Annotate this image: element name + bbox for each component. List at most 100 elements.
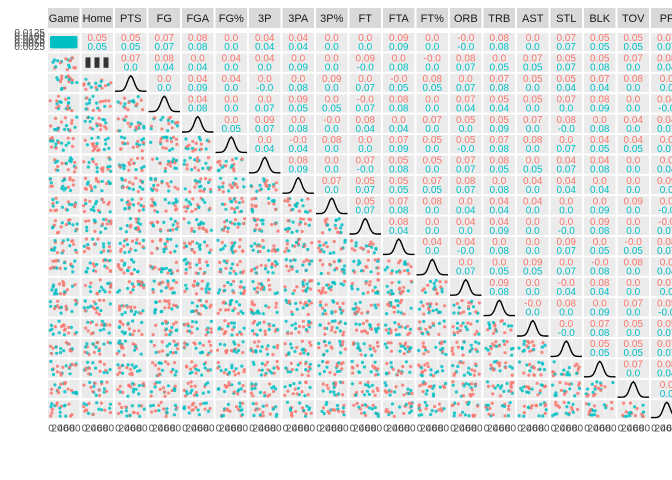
scatter-point — [390, 411, 394, 415]
scatter-point — [238, 245, 242, 249]
corr-label-a: 0.05 — [456, 115, 476, 126]
x-tick-label: 0 — [82, 424, 88, 435]
scatter-point — [503, 402, 507, 406]
scatter-point — [567, 413, 571, 417]
scatter-point — [398, 325, 402, 329]
scatter-point — [287, 249, 291, 253]
scatter-point — [74, 166, 78, 170]
scatter-point — [83, 176, 88, 180]
scatter-point — [368, 347, 372, 351]
corr-label-a: 0.08 — [289, 156, 309, 167]
corr-label-b: 0.05 — [624, 144, 644, 155]
corr-label-b: 0.09 — [590, 103, 610, 114]
scatter-point — [330, 319, 334, 323]
corr-label-a: 0.09 — [523, 258, 543, 269]
scatter-point — [209, 248, 213, 252]
scatter-point — [339, 362, 343, 366]
scatter-point — [104, 142, 108, 146]
corr-label-b: 0.09 — [289, 165, 309, 176]
scatter-point — [354, 393, 358, 397]
scatter-point — [216, 366, 220, 370]
scatter-point — [86, 305, 90, 310]
scatter-point — [57, 386, 62, 390]
scatter-point — [101, 222, 105, 226]
scatter-point — [139, 352, 143, 356]
scatter-point — [126, 363, 130, 367]
scatter-point — [301, 306, 305, 310]
scatter-point — [126, 286, 130, 291]
scatter-point — [89, 321, 93, 325]
scatter-point — [409, 279, 413, 283]
panel-3PA-PTS — [115, 175, 147, 195]
scatter-point — [298, 361, 302, 365]
scatter-point — [123, 207, 127, 211]
panel-FG%-FT% — [416, 135, 448, 154]
corr-label-b: 0.04 — [188, 63, 208, 74]
scatter-point — [160, 179, 164, 183]
scatter-point — [190, 146, 194, 150]
scatter-point — [326, 409, 330, 414]
scatter-point — [289, 331, 294, 335]
scatter-point — [368, 323, 372, 327]
scatter-point — [308, 209, 312, 213]
scatter-point — [131, 145, 135, 149]
scatter-point — [64, 364, 68, 368]
corr-label-b: 0.0 — [626, 124, 640, 135]
scatter-point — [194, 320, 198, 324]
scatter-point — [159, 270, 164, 274]
scatter-point — [88, 261, 92, 265]
scatter-point — [70, 309, 74, 314]
scatter-point — [263, 329, 267, 333]
scatter-point — [137, 242, 142, 246]
scatter-point — [233, 222, 237, 226]
scatter-point — [362, 329, 366, 333]
scatter-point — [452, 331, 456, 335]
scatter-point — [137, 392, 141, 396]
scatter-point — [486, 328, 490, 332]
scatter-point — [136, 156, 140, 160]
corr-label-b: 0.0 — [526, 226, 540, 237]
scatter-point — [441, 346, 445, 351]
scatter-point — [171, 351, 175, 355]
boxplot — [85, 57, 91, 68]
scatter-point — [55, 99, 59, 103]
scatter-point — [55, 364, 60, 368]
scatter-point — [543, 385, 547, 389]
scatter-point — [159, 310, 163, 314]
scatter-point — [431, 309, 435, 313]
scatter-point — [63, 86, 67, 90]
scatter-point — [387, 410, 391, 414]
scatter-point — [109, 81, 113, 85]
corr-label-a: 0.08 — [590, 278, 610, 289]
scatter-point — [70, 78, 75, 82]
corr-label-a: 0.09 — [356, 54, 376, 65]
scatter-point — [209, 327, 213, 331]
panel-Home-BLK — [584, 53, 616, 72]
corr-label-a: 0.05 — [490, 94, 510, 105]
scatter-point — [136, 139, 140, 143]
strip-top-3PA — [282, 8, 314, 28]
x-tick-label: 20 — [152, 424, 164, 435]
scatter-point — [195, 159, 199, 163]
corr-label-a: 0.07 — [557, 94, 577, 105]
scatter-point — [64, 161, 68, 165]
corr-label-b: 0.08 — [590, 63, 610, 74]
scatter-point — [319, 271, 323, 276]
scatter-point — [119, 101, 123, 105]
scatter-point — [409, 364, 413, 369]
panel-FG%-FG% — [215, 135, 247, 154]
scatter-point — [426, 350, 430, 354]
panel-PTS-PTS — [115, 73, 147, 93]
scatter-point — [87, 160, 91, 164]
scatter-point — [339, 226, 343, 230]
scatter-point — [150, 410, 154, 414]
scatter-point — [71, 136, 75, 141]
scatter-point — [108, 258, 112, 263]
scatter-point — [222, 259, 226, 263]
scatter-point — [308, 406, 312, 410]
scatter-point — [339, 247, 343, 251]
scatter-point — [503, 414, 507, 418]
scatter-point — [443, 340, 447, 344]
scatter-point — [59, 77, 64, 81]
scatter-point — [294, 326, 298, 331]
